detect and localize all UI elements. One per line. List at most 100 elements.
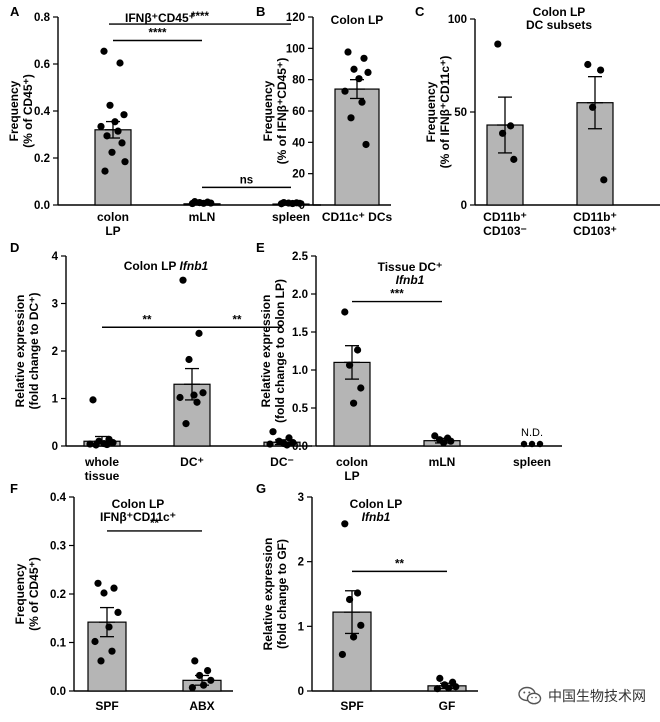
x-tick-label: CD11c⁺ DCs <box>322 210 393 224</box>
x-tick-label: CD11b⁺ <box>483 210 527 224</box>
y-tick-label: 0.0 <box>34 200 50 212</box>
bar <box>94 129 132 206</box>
data-point <box>440 439 448 447</box>
y-tick-label: 0.1 <box>50 638 67 650</box>
data-point <box>207 676 215 684</box>
data-point <box>190 391 198 399</box>
data-point <box>97 657 105 665</box>
y-axis-label: Relative expression <box>261 538 275 651</box>
x-tick-label: whole <box>84 455 119 469</box>
data-point <box>362 140 370 149</box>
data-point <box>341 520 349 528</box>
y-tick-label: 100 <box>448 14 467 26</box>
y-tick-label: 60 <box>292 106 305 118</box>
y-tick-label: 120 <box>286 12 305 24</box>
y-tick-label: 80 <box>292 75 305 87</box>
y-tick-label: 2.0 <box>292 289 308 301</box>
chart-title: Colon LP <box>112 497 165 511</box>
data-point <box>355 75 363 83</box>
data-point <box>447 437 455 445</box>
y-axis-label: (fold change to GF) <box>275 539 289 649</box>
y-tick-label: 2 <box>52 346 58 358</box>
y-tick-label: 0 <box>52 441 58 453</box>
data-point <box>114 127 122 135</box>
y-tick-label: 0 <box>461 200 467 212</box>
x-tick-label: CD103⁻ <box>483 224 527 238</box>
y-tick-label: 0.2 <box>50 589 66 601</box>
data-point <box>360 54 368 62</box>
x-tick-label: CD103⁺ <box>573 224 617 238</box>
data-point <box>597 66 605 74</box>
data-point <box>185 355 193 364</box>
data-point <box>499 129 507 137</box>
x-tick-label: ABX <box>189 699 214 713</box>
data-point <box>358 98 366 106</box>
data-point <box>584 60 592 69</box>
data-point <box>520 440 528 448</box>
chart-title: Colon LP <box>533 5 586 19</box>
data-point <box>536 440 544 448</box>
data-point <box>188 683 196 692</box>
chart-title: Tissue DC⁺ <box>378 260 443 274</box>
data-point <box>507 122 515 130</box>
data-point <box>114 608 122 617</box>
chart-title: Ifnb1 <box>396 273 425 287</box>
chart-title: Colon LP <box>331 13 384 27</box>
data-point <box>347 114 355 122</box>
data-point <box>100 589 108 597</box>
y-axis-label: Frequency <box>424 81 438 142</box>
panel-e: E Tissue DC⁺Ifnb1 Relative expression (fold… <box>256 240 562 483</box>
y-tick-label: 1.5 <box>292 327 309 339</box>
y-tick-label: 0.4 <box>34 106 51 118</box>
x-tick-label: SPF <box>95 699 118 713</box>
data-point <box>204 667 212 675</box>
y-tick-label: 0.2 <box>34 153 50 165</box>
significance-label: *** <box>390 289 404 301</box>
y-axis-label: (fold change to colon LP) <box>273 279 287 423</box>
x-tick-label: LP <box>105 224 120 238</box>
data-point <box>86 440 94 448</box>
x-tick-label: colon <box>336 455 368 469</box>
data-point <box>296 199 304 207</box>
data-point <box>103 132 111 140</box>
data-point <box>346 361 354 369</box>
significance-label: ** <box>143 314 152 326</box>
data-point <box>357 384 365 392</box>
chart-title-part: Colon LP <box>124 259 180 273</box>
data-point <box>116 59 124 67</box>
panel-label: C <box>415 4 425 19</box>
y-axis-label: (% of IFNβ⁺CD11c⁺) <box>438 56 452 169</box>
data-point <box>344 48 352 56</box>
y-tick-label: 3 <box>52 299 58 311</box>
data-point <box>120 111 128 119</box>
y-axis-label: (fold change to DC⁺) <box>27 293 41 410</box>
y-tick-label: 0.0 <box>292 441 308 453</box>
data-point <box>106 101 114 109</box>
y-tick-label: 100 <box>286 43 305 55</box>
data-point <box>354 589 362 597</box>
y-tick-label: 3 <box>298 492 304 504</box>
data-point <box>118 139 126 147</box>
data-point <box>350 65 358 73</box>
data-point <box>364 68 372 76</box>
y-axis-label: Frequency <box>261 80 275 141</box>
data-point <box>182 420 190 428</box>
panel-label: B <box>256 4 265 19</box>
significance-label: ns <box>240 174 253 186</box>
data-point <box>350 399 358 407</box>
data-point <box>100 47 108 55</box>
chart-title: IFNβ⁺CD11c⁺ <box>100 510 176 524</box>
wechat-logo-icon <box>518 686 542 705</box>
data-point <box>510 155 518 163</box>
chart-title: Colon LP <box>350 497 403 511</box>
panel-label: F <box>10 481 18 496</box>
data-point <box>176 393 184 402</box>
data-point <box>350 633 358 641</box>
x-tick-label: spleen <box>513 455 551 469</box>
x-tick-label: GF <box>439 699 456 713</box>
data-point <box>354 346 362 354</box>
x-tick-label: SPF <box>340 699 363 713</box>
data-point <box>357 621 365 629</box>
